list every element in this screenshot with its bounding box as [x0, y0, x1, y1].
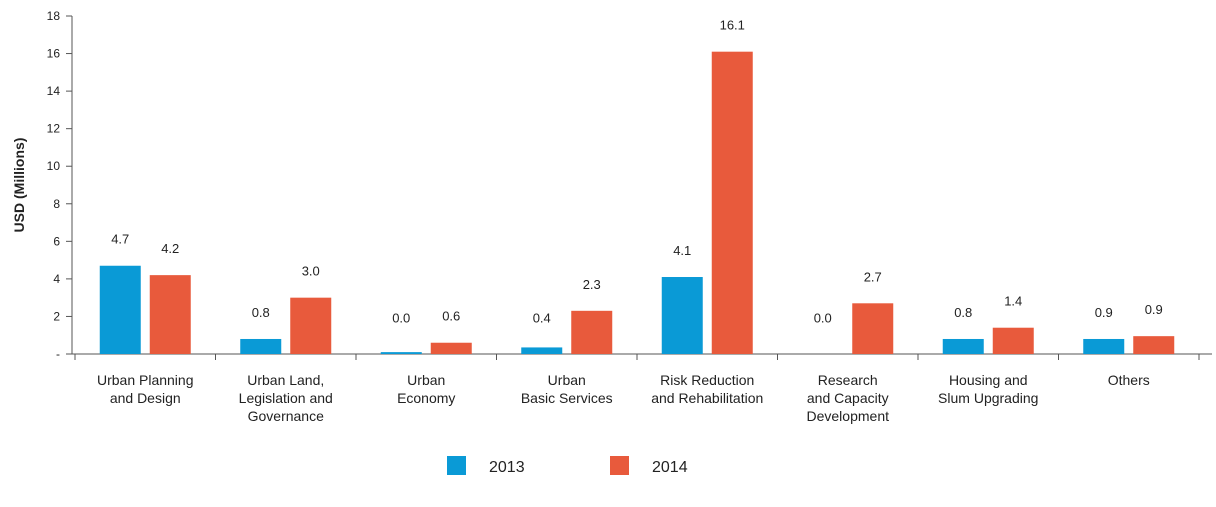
bar-2013-1: [240, 338, 282, 354]
legend: 2013 2014: [447, 456, 688, 476]
y-tick-label: 16: [47, 47, 61, 61]
bar-2014-2: [430, 342, 472, 354]
y-tick-label: 4: [53, 272, 60, 286]
bar-2013-2: [380, 352, 422, 354]
axes: - 2 4 6 8 10 12 14 16 18: [47, 9, 1212, 361]
bar-2014-5: [852, 303, 894, 354]
data-label-2014-2: 0.6: [442, 309, 460, 324]
bar-2014-7: [1133, 336, 1175, 354]
bar-2013-0: [99, 265, 141, 354]
data-label-2014-3: 2.3: [583, 277, 601, 292]
x-category-label: Risk Reduction and Rehabilitation: [651, 372, 763, 406]
legend-label-2014: 2014: [652, 459, 688, 476]
data-label-2014-7: 0.9: [1145, 302, 1163, 317]
x-category-label: Housing and Slum Upgrading: [938, 372, 1038, 406]
legend-swatch-2014: [610, 456, 629, 475]
bar-2014-1: [290, 297, 332, 354]
legend-swatch-2013: [447, 456, 466, 475]
y-axis-label: USD (Millions): [11, 138, 27, 233]
bar-2013-4: [661, 277, 703, 354]
bar-2014-6: [992, 327, 1034, 354]
bar-2014-3: [571, 310, 613, 354]
data-label-2014-1: 3.0: [302, 264, 320, 279]
data-label-2013-6: 0.8: [954, 305, 972, 320]
data-label-2014-4: 16.1: [720, 18, 745, 33]
data-label-2013-3: 0.4: [533, 311, 551, 326]
data-label-2013-4: 4.1: [673, 243, 691, 258]
y-tick-label: 6: [53, 234, 60, 248]
y-tick-label: 18: [47, 9, 61, 23]
bar-2014-0: [149, 275, 191, 354]
bar-2013-3: [521, 347, 563, 354]
bar-2013-7: [1083, 338, 1125, 354]
x-category-labels: Urban Planning and Design Urban Land, Legis…: [97, 372, 1150, 424]
data-label-2014-0: 4.2: [161, 241, 179, 256]
x-category-label: Research and Capacity Development: [807, 372, 890, 424]
x-category-label: Urban Basic Services: [521, 372, 613, 406]
y-tick-label: 12: [47, 122, 61, 136]
bar-2013-6: [942, 338, 984, 354]
data-label-2013-0: 4.7: [111, 232, 129, 247]
y-tick-label: 14: [47, 84, 61, 98]
x-category-label: Urban Planning and Design: [97, 372, 194, 406]
x-category-label: Urban Economy: [397, 372, 455, 406]
data-labels: 4.7 4.2 0.8 3.0 0.0 0.6 0.4 2.3 4.1 16.1 0.0 2.7 0.8…: [111, 18, 1163, 326]
y-tick-label: 2: [53, 309, 60, 323]
data-label-2013-2: 0.0: [392, 311, 410, 326]
bar-2014-4: [711, 51, 753, 355]
data-label-2014-5: 2.7: [864, 269, 882, 284]
y-tick-label: 8: [53, 197, 60, 211]
bars: [99, 51, 1175, 355]
data-label-2013-1: 0.8: [252, 305, 270, 320]
y-tick-label: -: [56, 347, 60, 361]
data-label-2013-7: 0.9: [1095, 305, 1113, 320]
y-tick-label: 10: [47, 159, 61, 173]
data-label-2014-6: 1.4: [1004, 294, 1022, 309]
x-category-label: Others: [1108, 372, 1150, 388]
x-category-label: Urban Land, Legislation and Governance: [239, 372, 333, 424]
data-label-2013-5: 0.0: [814, 311, 832, 326]
legend-label-2013: 2013: [489, 459, 525, 476]
